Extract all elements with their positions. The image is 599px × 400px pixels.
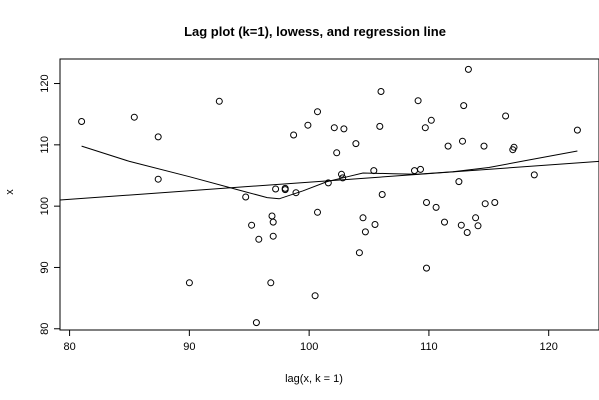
y-axis-label: x xyxy=(4,189,16,195)
y-tick-label: 90 xyxy=(39,261,51,273)
data-point xyxy=(352,140,360,148)
data-point xyxy=(463,229,471,236)
data-point xyxy=(457,221,465,229)
data-point xyxy=(423,264,430,272)
data-point xyxy=(324,179,332,187)
data-point xyxy=(340,125,348,133)
data-point xyxy=(414,97,422,105)
data-point xyxy=(376,122,384,130)
data-point xyxy=(154,175,162,183)
data-point xyxy=(311,292,319,300)
data-point xyxy=(290,131,298,139)
data-point xyxy=(502,112,510,120)
data-point xyxy=(472,214,480,222)
x-tick-label: 120 xyxy=(540,341,558,353)
data-point xyxy=(272,185,280,193)
data-point xyxy=(154,133,162,141)
data-point xyxy=(215,97,223,105)
data-point xyxy=(338,170,345,178)
lowess-line xyxy=(81,145,578,200)
data-point xyxy=(417,165,424,173)
data-point xyxy=(460,102,468,110)
data-point xyxy=(427,116,435,124)
data-point xyxy=(361,228,369,236)
y-tick-label: 80 xyxy=(39,323,51,335)
y-tick-label: 100 xyxy=(39,197,51,215)
data-point xyxy=(377,88,385,95)
data-points xyxy=(78,65,581,327)
x-tick-label: 100 xyxy=(300,341,318,353)
chart-title: Lag plot (k=1), lowess, and regression l… xyxy=(184,24,446,39)
x-tick-label: 80 xyxy=(63,341,75,353)
y-axis: 80 90 100 110 120 xyxy=(39,74,60,335)
data-point xyxy=(421,124,429,132)
x-tick-label: 110 xyxy=(420,341,438,353)
data-point xyxy=(474,222,482,230)
data-point xyxy=(130,113,138,121)
y-tick-label: 120 xyxy=(39,74,51,92)
data-point xyxy=(355,249,363,257)
data-point xyxy=(269,232,277,240)
data-point xyxy=(314,208,321,216)
data-point xyxy=(370,167,378,175)
data-point xyxy=(411,167,418,175)
data-point xyxy=(185,279,193,287)
data-point xyxy=(242,193,250,201)
data-point xyxy=(304,121,312,129)
data-point xyxy=(255,235,263,243)
data-point xyxy=(432,203,440,211)
data-point xyxy=(330,124,338,132)
x-tick-label: 90 xyxy=(183,341,195,353)
x-axis-label: lag(x, k = 1) xyxy=(285,373,343,385)
data-point xyxy=(339,174,347,182)
data-point xyxy=(333,149,341,157)
data-point xyxy=(510,143,518,151)
data-point xyxy=(480,142,488,150)
data-point xyxy=(268,212,276,220)
data-point xyxy=(378,191,386,198)
data-point xyxy=(314,108,321,116)
data-point xyxy=(573,126,581,134)
data-point xyxy=(252,319,260,327)
data-point xyxy=(530,171,538,179)
data-point xyxy=(455,178,463,186)
data-point xyxy=(267,279,275,287)
data-point xyxy=(464,65,472,73)
data-point xyxy=(359,214,367,222)
plot-frame xyxy=(59,58,599,331)
data-point xyxy=(423,199,430,206)
data-point xyxy=(444,142,452,150)
data-point xyxy=(281,184,289,192)
data-point xyxy=(269,218,277,226)
y-tick-label: 110 xyxy=(39,136,51,154)
data-point xyxy=(441,218,448,226)
data-point xyxy=(459,137,466,145)
data-point xyxy=(491,199,499,206)
data-point xyxy=(292,189,300,197)
data-point xyxy=(78,118,86,125)
x-axis: 80 90 100 110 120 xyxy=(63,330,558,353)
data-point xyxy=(371,221,379,228)
data-point xyxy=(481,200,489,208)
data-point xyxy=(248,221,256,229)
